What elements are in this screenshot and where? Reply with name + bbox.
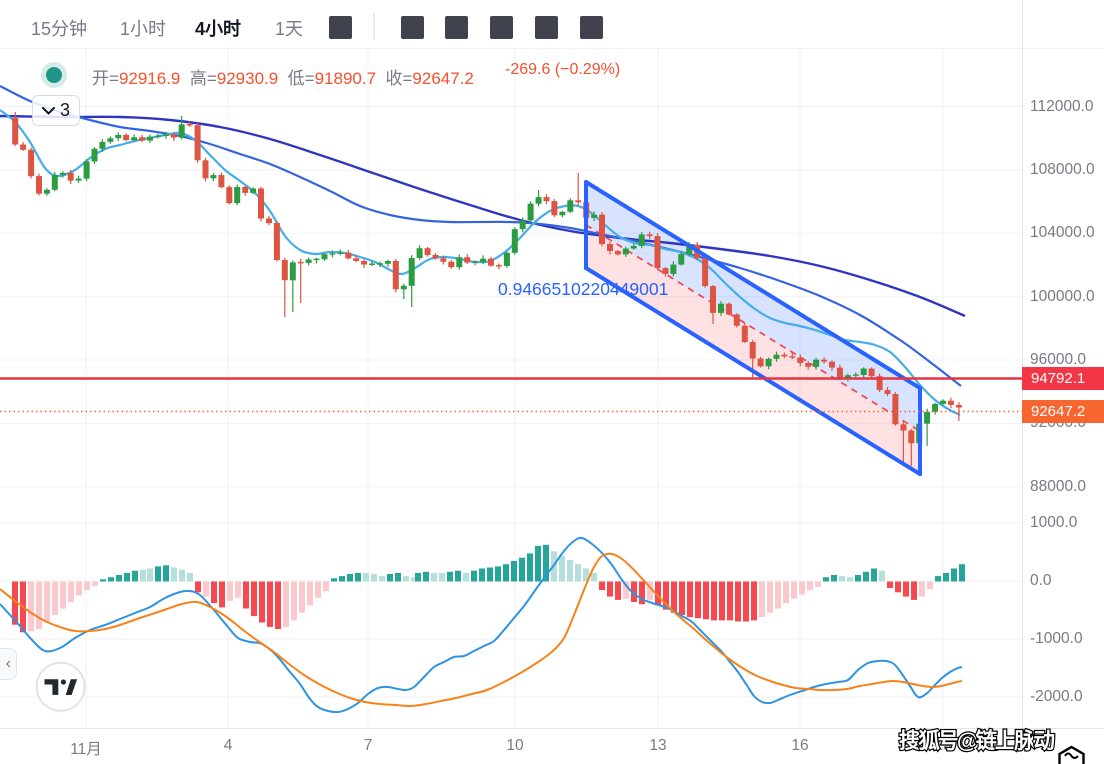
svg-text:搜狐号@链上脉动: 搜狐号@链上脉动 (899, 728, 1055, 753)
svg-text:0.9466510220449001: 0.9466510220449001 (498, 279, 668, 299)
